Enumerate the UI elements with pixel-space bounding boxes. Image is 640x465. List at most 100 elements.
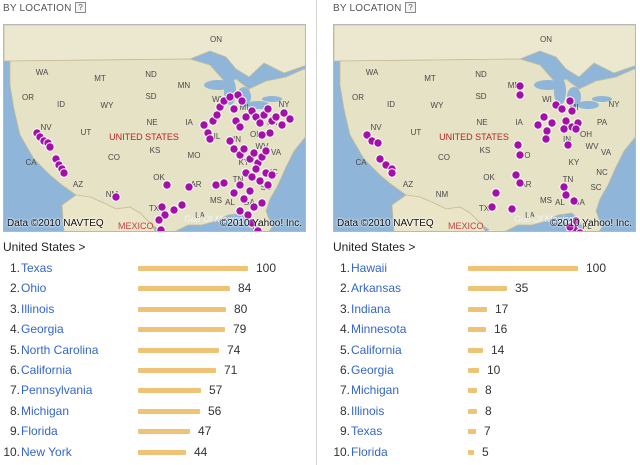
location-marker[interactable] <box>156 225 166 232</box>
location-marker[interactable] <box>375 154 385 164</box>
location-marker[interactable] <box>255 176 265 186</box>
location-marker[interactable] <box>241 112 251 122</box>
location-marker[interactable] <box>571 124 581 134</box>
location-marker[interactable] <box>111 192 121 202</box>
state-link[interactable]: Michigan <box>21 403 70 418</box>
location-marker[interactable] <box>247 172 257 182</box>
location-marker[interactable] <box>547 118 557 128</box>
location-marker[interactable] <box>219 178 229 188</box>
location-marker[interactable] <box>199 120 209 130</box>
state-link[interactable]: Illinois <box>351 403 385 418</box>
location-marker[interactable] <box>235 180 245 190</box>
state-link[interactable]: Florida <box>21 424 58 439</box>
location-marker[interactable] <box>515 178 525 188</box>
location-marker[interactable] <box>559 124 569 134</box>
location-marker[interactable] <box>511 170 521 180</box>
location-marker[interactable] <box>257 130 267 140</box>
state-link[interactable]: California <box>351 342 402 357</box>
location-marker[interactable] <box>237 96 247 106</box>
location-marker[interactable] <box>261 146 271 156</box>
location-marker[interactable] <box>567 106 577 116</box>
location-marker[interactable] <box>575 228 585 232</box>
state-link[interactable]: Ohio <box>21 281 47 296</box>
location-marker[interactable] <box>235 122 245 132</box>
state-link[interactable]: California <box>21 362 72 377</box>
location-marker[interactable] <box>257 198 267 208</box>
state-link[interactable]: Michigan <box>351 383 400 398</box>
state-link[interactable]: Hawaii <box>351 261 388 275</box>
location-marker[interactable] <box>45 142 55 152</box>
location-marker[interactable] <box>279 108 289 118</box>
location-marker[interactable] <box>563 140 573 150</box>
location-marker[interactable] <box>285 114 295 124</box>
location-marker[interactable] <box>249 148 259 158</box>
location-marker[interactable] <box>239 194 249 204</box>
location-marker[interactable] <box>229 188 239 198</box>
location-marker[interactable] <box>362 130 372 140</box>
location-marker[interactable] <box>249 202 259 212</box>
location-marker[interactable] <box>160 210 170 220</box>
location-marker[interactable] <box>565 96 575 106</box>
location-marker[interactable] <box>263 104 273 114</box>
state-link[interactable]: Pennsylvania <box>21 383 93 398</box>
location-marker[interactable] <box>513 140 523 150</box>
state-link[interactable]: Illinois <box>21 301 55 316</box>
location-marker[interactable] <box>225 136 235 146</box>
state-link[interactable]: Minnesota <box>351 322 407 337</box>
country-link[interactable]: United States > <box>333 240 416 254</box>
state-link[interactable]: Georgia <box>351 362 394 377</box>
location-marker[interactable] <box>225 92 235 102</box>
location-marker[interactable] <box>235 206 245 216</box>
location-marker[interactable] <box>255 118 265 128</box>
location-marker[interactable] <box>515 81 525 91</box>
location-marker[interactable] <box>541 134 551 144</box>
location-marker[interactable] <box>243 210 253 220</box>
state-link[interactable]: Texas <box>21 261 53 275</box>
location-marker[interactable] <box>561 190 571 200</box>
location-map[interactable]: WAMTNDSDORIDWYNENVUTCOCAAZNMKSOKTXMNIAMO… <box>333 24 636 232</box>
location-marker[interactable] <box>507 204 517 214</box>
location-marker[interactable] <box>373 138 383 148</box>
location-marker[interactable] <box>569 196 579 206</box>
state-link[interactable]: New York <box>21 444 72 459</box>
location-marker[interactable] <box>245 186 255 196</box>
location-marker[interactable] <box>253 226 263 232</box>
state-link[interactable]: Indiana <box>351 301 391 316</box>
location-marker[interactable] <box>533 120 543 130</box>
location-marker[interactable] <box>239 144 249 154</box>
country-link[interactable]: United States > <box>3 240 86 254</box>
location-marker[interactable] <box>515 90 525 100</box>
location-marker[interactable] <box>177 200 187 210</box>
location-marker[interactable] <box>169 205 179 215</box>
state-link[interactable]: Arkansas <box>351 281 402 296</box>
state-link[interactable]: Georgia <box>21 322 64 337</box>
location-marker[interactable] <box>205 134 215 144</box>
location-marker[interactable] <box>486 230 494 232</box>
location-marker[interactable] <box>265 128 275 138</box>
location-marker[interactable] <box>59 168 69 178</box>
location-marker[interactable] <box>154 215 164 225</box>
location-marker[interactable] <box>211 180 221 190</box>
location-marker[interactable] <box>247 218 257 228</box>
location-marker[interactable] <box>539 112 549 122</box>
state-link[interactable]: Florida <box>351 444 388 459</box>
location-marker[interactable] <box>515 150 525 160</box>
location-marker[interactable] <box>267 170 277 180</box>
location-marker[interactable] <box>559 182 569 192</box>
location-marker[interactable] <box>271 112 281 122</box>
state-link[interactable]: Texas <box>351 424 383 439</box>
state-link[interactable]: North Carolina <box>21 342 99 357</box>
location-marker[interactable] <box>157 202 167 212</box>
location-marker[interactable] <box>487 202 497 212</box>
location-marker[interactable] <box>263 180 273 190</box>
location-marker[interactable] <box>162 180 172 190</box>
location-marker[interactable] <box>184 182 194 192</box>
location-marker[interactable] <box>387 168 397 178</box>
location-marker[interactable] <box>491 188 501 198</box>
location-marker[interactable] <box>542 126 552 136</box>
help-icon[interactable]: ? <box>405 2 416 13</box>
location-marker[interactable] <box>229 104 239 114</box>
location-marker[interactable] <box>565 222 575 231</box>
location-marker[interactable] <box>277 120 287 130</box>
